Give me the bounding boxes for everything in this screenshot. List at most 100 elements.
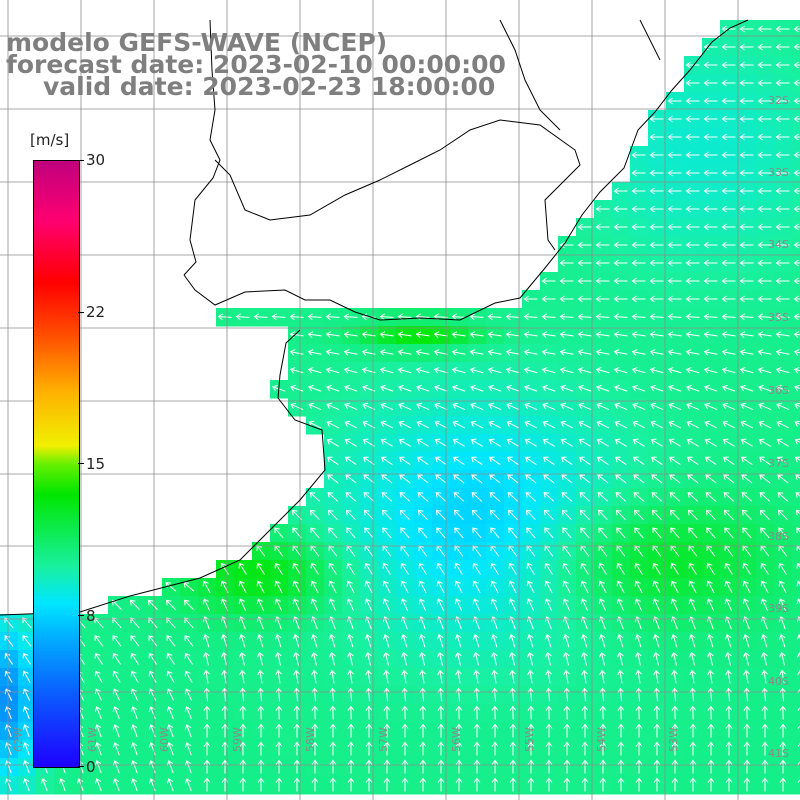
wind-arrow [507, 492, 519, 502]
wind-arrow [22, 652, 31, 665]
wind-arrow [310, 562, 319, 575]
wind-arrow [670, 580, 679, 593]
wind-arrow [721, 97, 736, 105]
wind-arrow [579, 509, 590, 521]
wind-arrow [381, 509, 392, 521]
wind-arrow [112, 670, 121, 683]
wind-arrow [739, 295, 754, 303]
wind-arrow [490, 527, 500, 539]
wind-arrow [634, 633, 642, 648]
wind-arrow [688, 580, 697, 593]
wind-arrow [400, 598, 409, 612]
wind-arrow [325, 366, 340, 374]
wind-arrow [491, 741, 499, 756]
wind-arrow [779, 687, 787, 702]
forecast-date: forecast date: 2023-02-10 00:00:00 [6, 50, 506, 79]
wind-arrow [347, 777, 355, 792]
wind-arrow [775, 277, 790, 285]
wind-arrow [455, 705, 463, 720]
wind-arrow [382, 580, 391, 593]
wind-arrow [112, 652, 121, 665]
wind-arrow [130, 635, 140, 647]
wind-arrow [577, 277, 592, 285]
wind-arrow [777, 492, 789, 502]
wind-arrow [344, 420, 358, 429]
wind-arrow [670, 562, 679, 575]
lon-label: 53W [667, 727, 680, 752]
wind-arrow [509, 669, 516, 684]
wind-arrow [761, 669, 768, 684]
wind-arrow [398, 402, 412, 410]
wind-arrow [397, 349, 412, 356]
wind-arrow [509, 651, 516, 666]
wind-arrow [595, 241, 610, 249]
wind-arrow [703, 43, 718, 51]
wind-arrow [453, 492, 465, 502]
wind-arrow [22, 706, 30, 720]
wind-arrow [401, 705, 409, 720]
wind-arrow [689, 759, 697, 774]
wind-arrow [435, 509, 446, 521]
wind-arrow [203, 759, 211, 774]
wind-arrow [470, 384, 484, 392]
wind-arrow [379, 313, 394, 321]
wind-arrow [380, 402, 394, 410]
wind-arrow [739, 223, 754, 231]
wind-arrow [471, 474, 483, 484]
wind-arrow [525, 474, 537, 484]
wind-arrow [544, 633, 552, 648]
wind-arrow [165, 599, 176, 610]
wind-arrow [292, 633, 300, 648]
wind-arrow [418, 598, 427, 612]
wind-arrow [581, 777, 589, 792]
wind-arrow [327, 509, 338, 521]
wind-arrow [239, 669, 246, 684]
wind-arrow [346, 580, 355, 593]
wind-arrow [598, 633, 606, 648]
wind-arrow [397, 366, 412, 374]
wind-arrow [723, 474, 735, 484]
wind-arrow [598, 562, 607, 575]
wind-arrow [239, 723, 247, 738]
wind-arrow [383, 705, 391, 720]
wind-arrow [613, 366, 628, 374]
wind-arrow [739, 349, 754, 356]
wind-arrow [112, 760, 120, 774]
wind-arrow [329, 723, 337, 738]
wind-arrow [760, 527, 770, 539]
wind-arrow [689, 669, 696, 684]
wind-arrow [470, 438, 483, 447]
wind-speed-cell [792, 632, 800, 651]
wind-arrow [793, 349, 800, 356]
wind-arrow [577, 241, 592, 249]
wind-arrow [631, 259, 646, 267]
wind-arrow [347, 687, 355, 702]
wind-arrow [544, 580, 553, 593]
wind-arrow [256, 562, 265, 575]
wind-arrow [722, 420, 736, 429]
wind-arrow [685, 277, 700, 285]
wind-arrow [739, 25, 754, 33]
wind-arrow [487, 349, 502, 356]
wind-arrow [343, 331, 358, 339]
wind-arrow [275, 687, 283, 702]
wind-arrow [599, 723, 607, 738]
wind-arrow [649, 259, 664, 267]
wind-arrow [343, 366, 358, 374]
wind-arrow [775, 97, 790, 105]
wind-arrow [794, 438, 800, 445]
wind-arrow [523, 331, 538, 339]
wind-arrow [703, 79, 718, 87]
wind-arrow [526, 598, 535, 612]
wind-arrow [707, 669, 714, 684]
wind-arrow [775, 313, 790, 321]
wind-arrow [326, 438, 339, 447]
wind-arrow [739, 277, 754, 285]
wind-arrow [757, 43, 772, 51]
wind-arrow [739, 133, 754, 141]
wind-arrow [793, 277, 800, 285]
wind-arrow [725, 687, 733, 702]
wind-arrow [437, 669, 444, 684]
colorbar-tick-mark [78, 766, 84, 767]
wind-arrow [293, 741, 301, 756]
